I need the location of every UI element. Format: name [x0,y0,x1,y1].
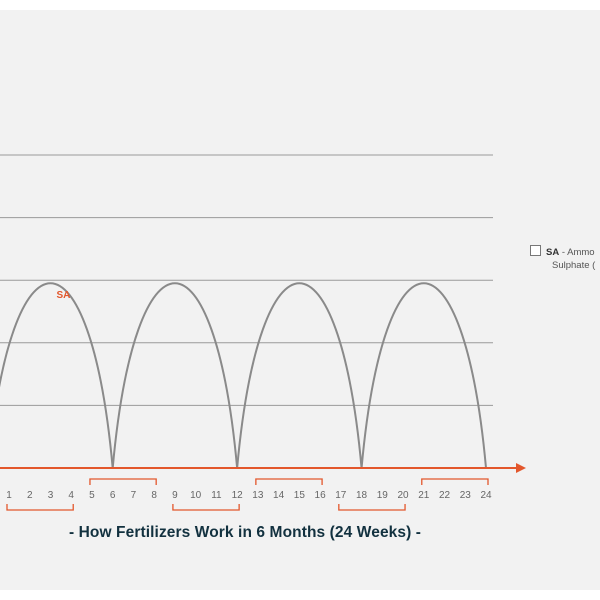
x-tick-label: 21 [418,490,430,501]
week-bracket-2 [89,478,157,485]
legend-code: SA [546,247,560,258]
week-bracket-3 [172,504,240,511]
x-axis-arrow-icon [516,463,526,473]
x-tick-label: 5 [89,490,95,501]
week-bracket-1 [6,504,74,511]
legend: SA - Ammo Sulphate ( [530,245,595,272]
legend-text-1: - Ammo [559,247,595,258]
x-tick-label: 1 [6,490,12,501]
x-tick-label: 8 [151,490,157,501]
week-bracket-4 [255,478,323,485]
x-tick-label: 16 [315,490,327,501]
x-tick-label: 17 [335,490,347,501]
x-tick-label: 15 [294,490,306,501]
curve-arch-1 [0,282,114,469]
x-tick-label: 24 [480,490,492,501]
chart-background [0,10,600,590]
x-tick-label: 10 [190,490,202,501]
x-tick-label: 14 [273,490,285,501]
x-tick-label: 20 [397,490,409,501]
gridlines [0,154,493,406]
annotations: SA [57,290,71,301]
x-tick-label: 7 [131,490,137,501]
annotation-label: SA [57,290,71,301]
week-brackets [6,478,489,511]
x-tick-label: 11 [211,490,222,501]
curve-arch-4 [360,282,487,469]
week-bracket-5 [338,504,406,511]
week-bracket-6 [421,478,489,485]
x-tick-label: 13 [252,490,264,501]
legend-line-2: Sulphate ( [552,260,596,271]
x-tick-labels: 1 2 3 4 5 6 7 8 9 10 11 12 13 14 15 16 17 18 19 20 21 22 23 24 [6,490,492,501]
x-tick-label: 23 [460,490,472,501]
x-tick-label: 2 [27,490,33,501]
x-tick-label: 12 [232,490,244,501]
curve-series-sa [0,282,487,469]
legend-line-1: SA - Ammo [530,245,595,259]
x-tick-label: 4 [68,490,74,501]
x-axis [0,463,526,473]
curve-arch-3 [236,282,363,469]
x-tick-label: 18 [356,490,368,501]
x-tick-label: 19 [377,490,389,501]
legend-swatch-icon [530,245,541,256]
x-tick-label: 9 [172,490,178,501]
x-tick-label: 6 [110,490,116,501]
x-tick-label: 3 [48,490,54,501]
curve-arch-2 [111,282,239,469]
x-tick-label: 22 [439,490,451,501]
chart-caption: - How Fertilizers Work in 6 Months (24 W… [68,524,422,541]
